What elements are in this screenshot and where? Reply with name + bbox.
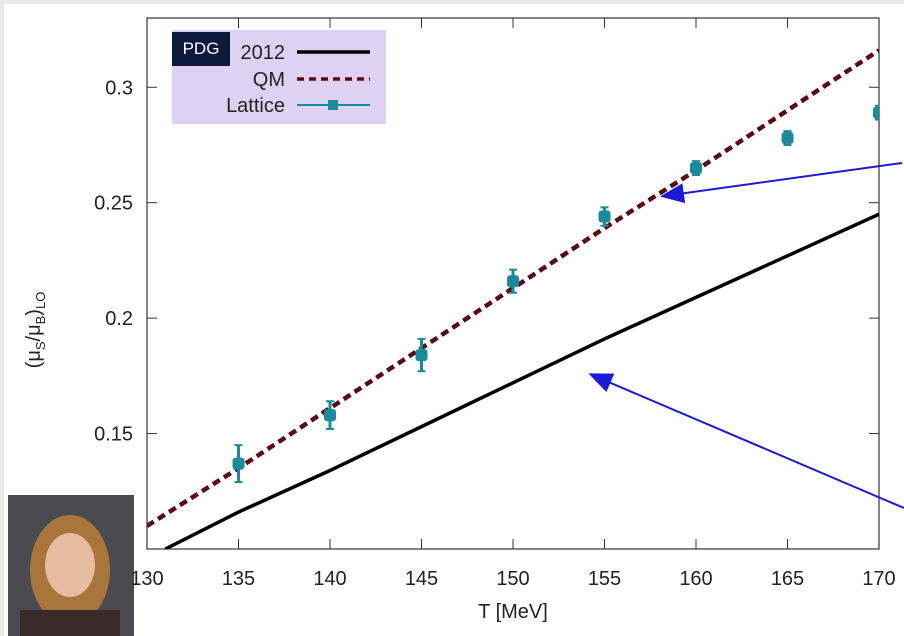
- legend-label: 2012: [241, 42, 286, 64]
- y-label-part: ): [23, 309, 45, 316]
- x-tick-label: 165: [771, 568, 804, 590]
- x-axis-label: T [MeV]: [478, 601, 548, 623]
- x-tick-label: 140: [313, 568, 346, 590]
- point: [324, 409, 336, 422]
- photo: [8, 495, 134, 636]
- arrow: [588, 373, 904, 509]
- plot: [147, 48, 879, 549]
- legend-label: QM: [253, 69, 285, 91]
- y-tick-label: 0.2: [105, 308, 133, 330]
- x-tick-label: 170: [862, 568, 895, 590]
- point: [415, 349, 428, 362]
- x-tick-label: 150: [496, 568, 529, 590]
- y-tick-label: 0.25: [94, 193, 133, 215]
- x-tick-label: 135: [222, 568, 255, 590]
- arrow: [660, 162, 903, 204]
- plot-area: [147, 48, 879, 549]
- y-label-part: (μ: [23, 350, 45, 368]
- point: [507, 275, 519, 288]
- x-tick-label: 155: [588, 568, 621, 590]
- x-tick-label: 145: [405, 568, 438, 590]
- y-label-part: S: [33, 341, 48, 350]
- logo: [172, 32, 230, 66]
- point: [598, 210, 611, 223]
- y-label-part: LO: [33, 292, 48, 309]
- legend-label: Lattice: [226, 95, 285, 117]
- point: [690, 162, 702, 175]
- y-label-part: B: [33, 316, 48, 325]
- point: [232, 457, 245, 470]
- x-tick-label: 160: [679, 568, 712, 590]
- point: [781, 132, 794, 145]
- y-label-part: /μ: [23, 324, 45, 341]
- legend-swatch: [328, 100, 338, 110]
- y-tick-label: 0.15: [94, 424, 133, 446]
- y-tick-label: 0.3: [105, 77, 133, 99]
- y-axis-label: (μS/μB)LO: [23, 292, 48, 369]
- x-tick-label: 130: [130, 568, 163, 590]
- line: [164, 212, 879, 549]
- image-bg: [4, 4, 904, 636]
- point: [873, 106, 879, 119]
- logo-text: PDG: [183, 39, 220, 58]
